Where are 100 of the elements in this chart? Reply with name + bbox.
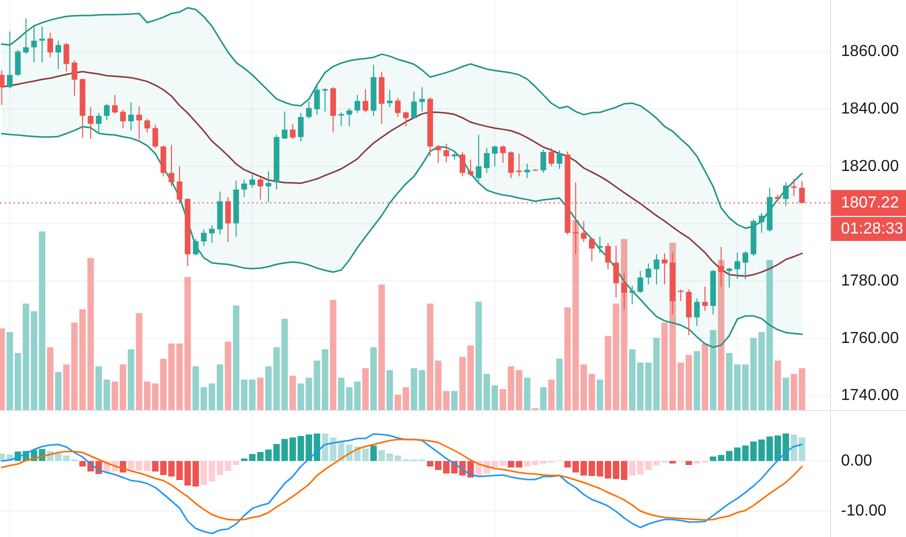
candlestick [362,88,368,113]
candlestick [468,159,474,177]
bar [410,368,418,410]
y-tick-label: 1820.00 [841,158,899,175]
candlestick [718,246,724,288]
bar [524,378,530,410]
candlestick [516,153,522,177]
bar [289,376,296,410]
candlestick [702,286,708,312]
candlestick [637,270,644,294]
y-tick-label: 1860.00 [841,43,899,60]
bar [540,387,547,410]
bar [330,300,336,410]
candlestick [508,150,514,179]
candlestick [120,109,126,129]
bar [653,461,660,466]
candlestick [484,147,490,174]
bar [55,372,62,410]
y-tick-label: -10.00 [841,502,886,520]
candlestick [128,102,134,131]
bar [548,380,555,410]
candlestick [580,220,587,242]
candlestick [556,150,562,170]
bar [653,338,660,410]
candlestick [258,177,264,200]
candlestick [338,112,344,126]
candlestick [734,252,740,280]
bar [322,349,328,410]
bar [128,349,134,410]
bar [686,461,692,465]
candlestick [152,124,158,148]
candlestick [0,69,5,106]
candlestick [613,246,619,298]
candlestick [64,42,70,72]
candlestick [629,285,636,305]
candlestick [282,111,288,140]
candlestick [742,250,748,280]
candlestick [88,106,94,140]
candlestick [96,112,102,134]
candlestick [791,178,797,197]
candlestick [168,144,174,187]
candlestick [621,272,627,310]
candlestick [354,94,360,114]
ref-line-label: 1807.22 [841,194,899,212]
candlestick [403,111,409,127]
bar [265,366,272,410]
bar [418,370,426,410]
candlestick [322,88,328,112]
candlestick [39,26,45,64]
bar [467,345,474,410]
candlestick [419,86,425,112]
bar [782,378,790,410]
bar [451,391,458,410]
bar [694,351,700,410]
line-series [0,6,803,229]
candlestick [588,237,595,262]
bar [750,338,757,410]
candlestick [266,170,272,203]
candlestick [346,108,352,127]
candlestick [55,40,62,70]
candlestick [15,49,21,76]
y-tick-label: 1740.00 [841,387,899,404]
candlestick [144,118,150,133]
candlestick [72,60,78,96]
bar [459,356,466,410]
candlestick [31,24,37,64]
line-series [0,433,803,534]
bar [516,461,522,468]
candlestick [290,123,296,140]
bar [516,370,522,410]
candlestick [306,100,312,120]
y-tick-label: 0.00 [841,452,872,470]
candlestick [662,252,668,285]
candlestick [47,32,54,58]
candlestick [6,31,13,89]
candlestick [386,89,393,108]
candlestick [192,238,199,256]
candlestick [225,196,231,242]
bar [790,374,798,410]
y-tick-label: 1840.00 [841,100,899,118]
bar [604,336,612,410]
candlestick [694,298,700,326]
candlestick [783,182,789,207]
candlestick [646,262,652,285]
bar [257,378,264,410]
candlestick [209,224,215,244]
text: 01:28:33 [841,220,904,238]
y-tick-label: 1780.00 [841,272,899,290]
candlestick [460,152,466,177]
bar [774,360,781,410]
bar [604,461,612,478]
bar [386,370,393,410]
candlestick [726,267,732,288]
bar [370,347,377,410]
bar [718,260,724,410]
candlestick [654,254,660,285]
candlestick [524,163,530,179]
candlestick [23,18,29,54]
candlestick [394,98,401,118]
bar [798,368,806,410]
